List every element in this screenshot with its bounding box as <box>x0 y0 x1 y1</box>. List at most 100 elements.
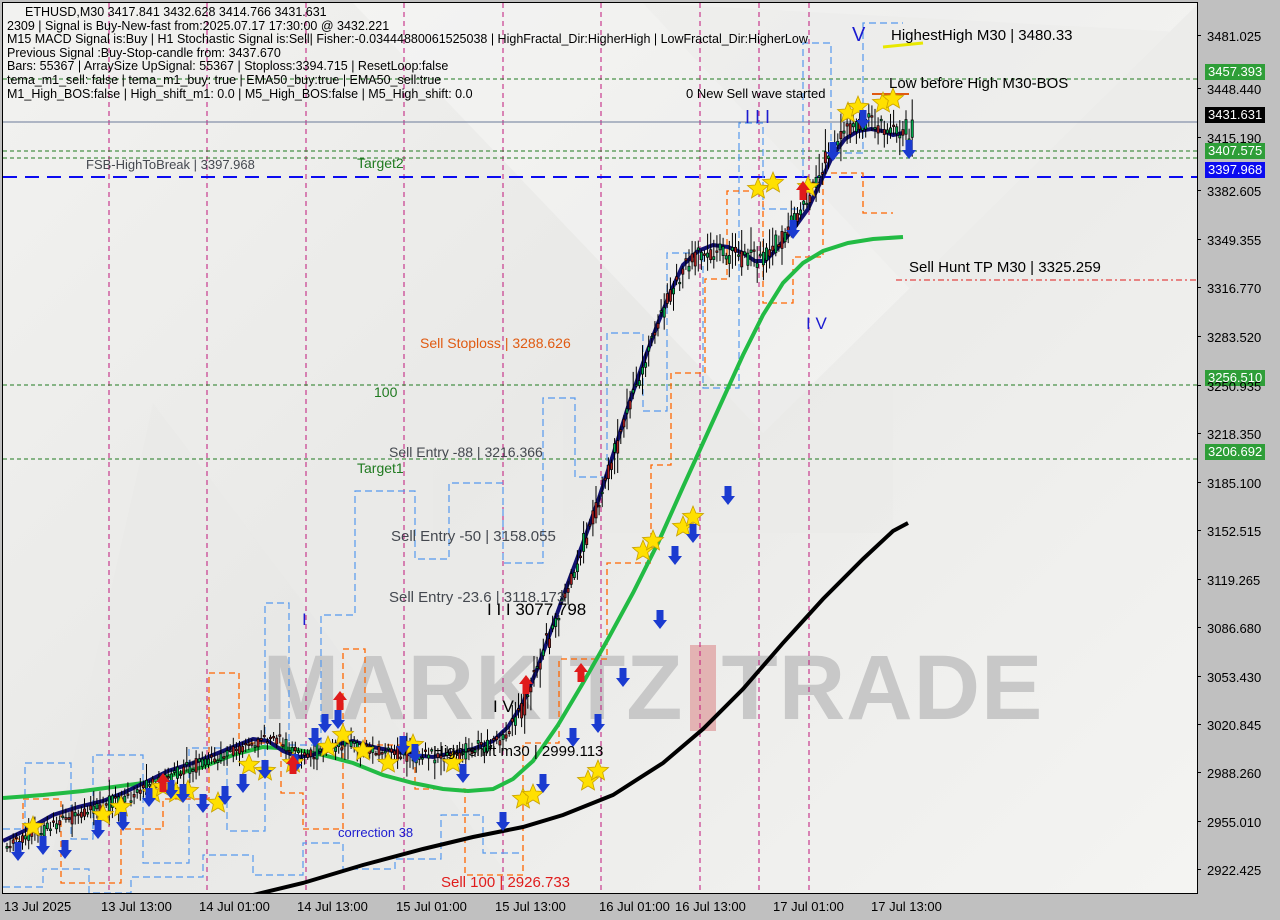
price-tick-label: 3119.265 <box>1207 573 1261 588</box>
price-tick-label: 3397.968 <box>1205 162 1266 178</box>
sell-entry-236-label: Sell Entry -23.6 | 3118.173 <box>389 589 566 606</box>
buy-arrow-up <box>721 486 735 505</box>
buy-arrow-up <box>258 760 272 779</box>
sell-100-label: Sell 100 | 2926.733 <box>441 874 571 891</box>
price-tick-label: 2988.260 <box>1207 766 1262 781</box>
chart-vector-layer <box>3 3 1197 893</box>
star-marker <box>376 750 400 773</box>
time-scale[interactable]: 13 Jul 2025 13 Jul 13:00 14 Jul 01:00 14 Ju… <box>0 896 1280 920</box>
time-tick-label: 16 Jul 13:00 <box>675 899 746 914</box>
star-marker <box>316 734 340 757</box>
price-tick-label: 3086.680 <box>1207 621 1262 636</box>
low-before-high-label: Low before High M30-BOS <box>889 75 1069 92</box>
time-tick-label: 17 Jul 13:00 <box>871 899 942 914</box>
sell-entry-88-label: Sell Entry -88 | 3216.366 <box>389 444 543 460</box>
price-tick-label: 2922.425 <box>1207 863 1262 878</box>
sell-arrow-down <box>333 691 347 710</box>
buy-arrow-up <box>91 820 105 839</box>
header-line-1: 2309 | Signal is Buy-New-fast from:2025.… <box>7 18 390 33</box>
target1-label: Target1 <box>357 460 404 476</box>
buy-arrow-up <box>616 668 630 687</box>
buy-arrow-up <box>856 110 870 129</box>
ema-slow-black-line <box>252 521 909 893</box>
wave-iii-price-label: I I I 3077.798 <box>487 600 587 619</box>
symbol-ohlc-line: ETHUSD,M30 3417.841 3432.628 3414.766 34… <box>25 5 327 19</box>
sell-arrow-down <box>156 773 170 792</box>
sell-arrow-down <box>574 663 588 682</box>
time-tick-label: 13 Jul 2025 <box>4 899 72 914</box>
sell-entry-50-label: Sell Entry -50 | 3158.055 <box>391 528 556 545</box>
buy-arrow-up <box>408 744 422 763</box>
sell-arrow-down <box>519 675 533 694</box>
wave-i-marker: I <box>302 610 307 629</box>
buy-arrow-up <box>591 714 605 733</box>
star-marker <box>331 722 355 745</box>
correction-38-label: correction 38 <box>338 825 414 840</box>
star-marker <box>681 504 705 527</box>
chart-plot-area[interactable]: MARKITZ TRADE <box>2 2 1198 894</box>
new-sell-wave-label: 0 New Sell wave started <box>686 86 826 101</box>
sell-hunt-tp-label: Sell Hunt TP M30 | 3325.259 <box>909 259 1101 276</box>
high-shift-m30-label: High-shift m30 | 2999.113 <box>433 743 604 760</box>
time-tick-label: 15 Jul 13:00 <box>495 899 566 914</box>
star-marker <box>641 528 665 551</box>
highest-high-tick <box>882 41 924 49</box>
price-tick-label: 3020.845 <box>1207 718 1262 733</box>
highest-high-label: HighestHigh M30 | 3480.33 <box>891 27 1073 44</box>
header-line-4: Bars: 55367 | ArraySize UpSignal: 55367 … <box>7 59 449 74</box>
buy-arrow-up <box>536 774 550 793</box>
time-tick-label: 14 Jul 01:00 <box>199 899 270 914</box>
fractal-channel-upper <box>3 22 903 864</box>
star-marker <box>21 814 45 837</box>
buy-arrow-up <box>566 728 580 747</box>
buy-arrow-up <box>902 140 916 159</box>
buy-arrow-up <box>116 812 130 831</box>
header-line-3: Previous Signal :Buy-Stop-candle from: 3… <box>7 45 281 60</box>
star-marker <box>881 86 905 109</box>
price-tick-label: 3053.430 <box>1207 670 1262 685</box>
star-marker <box>586 758 610 781</box>
buy-arrow-up <box>331 710 345 729</box>
fractal-channel-lower <box>3 814 523 893</box>
price-tick-label: 3448.440 <box>1207 82 1262 97</box>
wave-v-marker: V <box>852 24 866 46</box>
ema-fast-navy-line <box>3 126 904 843</box>
time-tick-label: 16 Jul 01:00 <box>599 899 670 914</box>
header-line-2: M15 MACD Signal is:Buy | H1 Stochastic S… <box>7 32 808 47</box>
star-marker <box>746 176 770 199</box>
price-tick-label: 3256.510 <box>1205 370 1266 386</box>
time-tick-label: 15 Jul 01:00 <box>396 899 467 914</box>
time-tick-label: 13 Jul 13:00 <box>101 899 172 914</box>
buy-arrow-up <box>236 774 250 793</box>
buy-arrow-up <box>496 812 510 831</box>
buy-arrow-up <box>196 794 210 813</box>
header-line-6: M1_High_BOS:false | High_shift_m1: 0.0 |… <box>7 86 473 101</box>
price-tick-label: 3218.350 <box>1207 427 1262 442</box>
price-tick-label: 3457.393 <box>1205 64 1266 80</box>
ema-mid-green-line <box>3 235 904 800</box>
star-marker <box>441 750 465 773</box>
sell-arrow-down <box>286 755 300 774</box>
time-tick-label: 17 Jul 01:00 <box>773 899 844 914</box>
buy-arrow-up <box>653 610 667 629</box>
price-tick-label: 3431.631 <box>1205 107 1266 123</box>
wave-iii-low-label: I I I 2931.467 <box>371 891 470 893</box>
supertrend-band <box>3 172 893 884</box>
wave-iv-marker-top: I V <box>806 314 827 333</box>
signal-markers <box>11 86 916 861</box>
time-tick-label: 14 Jul 13:00 <box>297 899 368 914</box>
buy-arrow-up <box>668 546 682 565</box>
wave-iii-marker-top: I I I <box>745 107 771 127</box>
buy-arrow-up <box>456 764 470 783</box>
buy-arrow-up <box>11 842 25 861</box>
price-scale[interactable]: 3481.025 3457.393 3448.440 3431.631 3415.190… <box>1197 0 1280 896</box>
buy-arrow-up <box>318 714 332 733</box>
fsb-hightobreak-label: FSB-HighToBreak | 3397.968 <box>86 157 255 172</box>
target2-label: Target2 <box>357 155 404 171</box>
price-tick-label: 3407.575 <box>1205 143 1266 159</box>
price-tick-label: 3206.692 <box>1205 444 1266 460</box>
star-marker <box>521 782 545 805</box>
star-marker <box>761 170 785 193</box>
wave-iv-marker-low: I V <box>493 697 514 716</box>
